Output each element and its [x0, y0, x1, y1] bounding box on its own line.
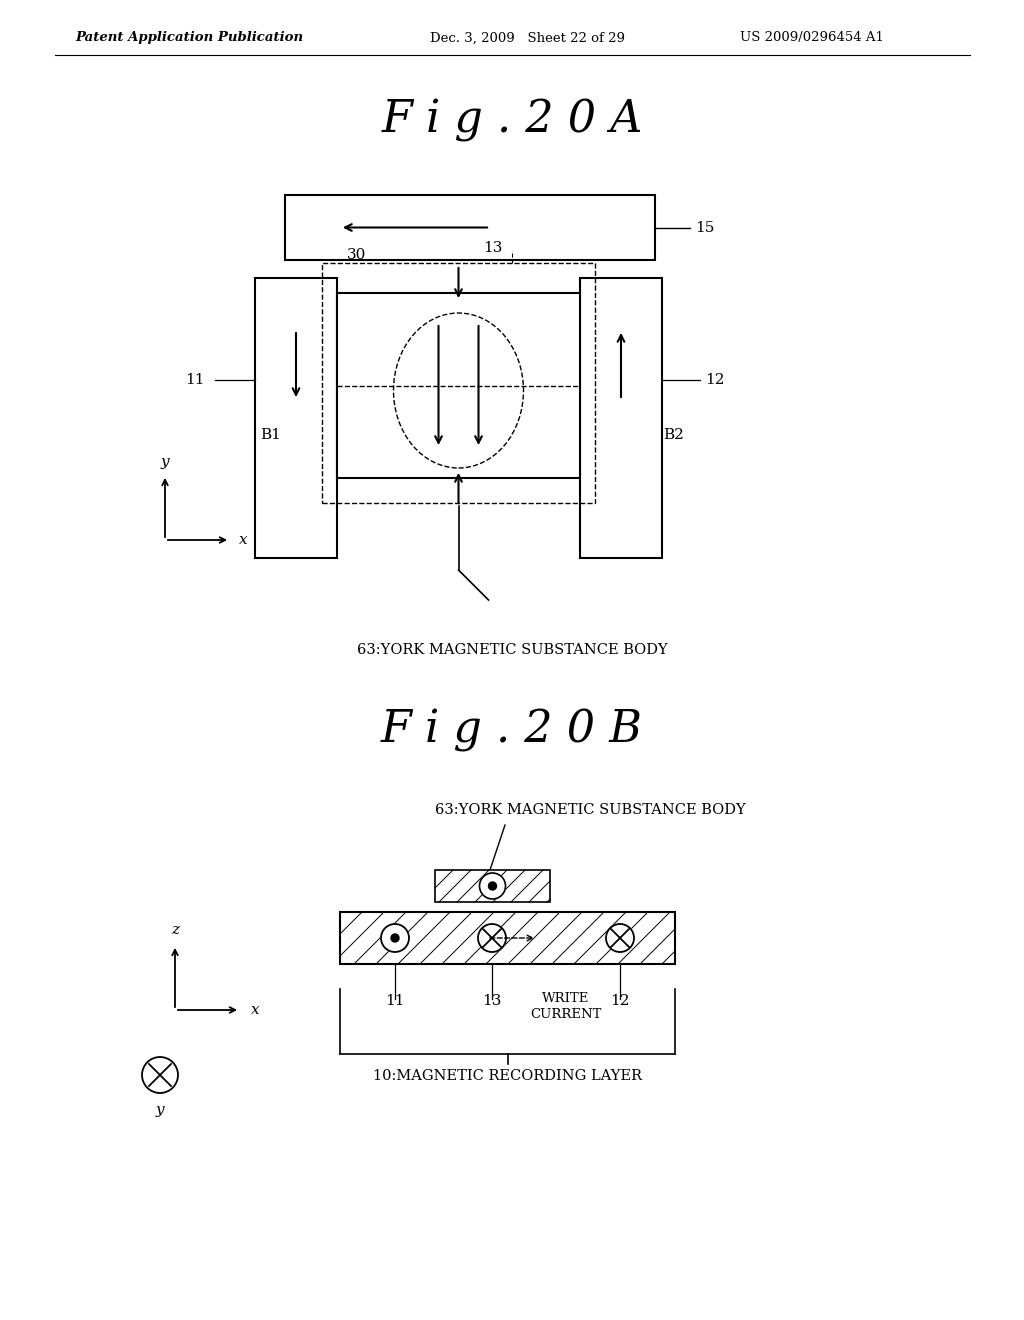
Text: y: y — [156, 1104, 164, 1117]
Text: z: z — [171, 923, 179, 937]
Text: F i g . 2 0 A: F i g . 2 0 A — [381, 99, 643, 141]
Text: 11: 11 — [385, 994, 404, 1008]
Text: WRITE
CURRENT: WRITE CURRENT — [530, 993, 602, 1020]
Bar — [340, 912, 675, 964]
Text: y: y — [161, 455, 169, 469]
Bar — [285, 195, 655, 260]
Circle shape — [381, 924, 409, 952]
Bar — [435, 870, 550, 902]
Circle shape — [478, 924, 506, 952]
Text: x: x — [251, 1003, 259, 1016]
Text: 63:YORK MAGNETIC SUBSTANCE BODY: 63:YORK MAGNETIC SUBSTANCE BODY — [434, 803, 745, 817]
Text: 63:YORK MAGNETIC SUBSTANCE BODY: 63:YORK MAGNETIC SUBSTANCE BODY — [356, 643, 668, 657]
Text: 13: 13 — [482, 242, 502, 255]
Text: 11: 11 — [185, 374, 205, 387]
Circle shape — [391, 935, 399, 942]
Circle shape — [488, 882, 497, 890]
Text: 12: 12 — [705, 374, 725, 387]
Text: Dec. 3, 2009   Sheet 22 of 29: Dec. 3, 2009 Sheet 22 of 29 — [430, 32, 625, 45]
Text: Patent Application Publication: Patent Application Publication — [75, 32, 303, 45]
Text: B2: B2 — [663, 428, 684, 442]
Circle shape — [606, 924, 634, 952]
Text: x: x — [239, 533, 248, 546]
Text: B1: B1 — [260, 428, 281, 442]
Text: US 2009/0296454 A1: US 2009/0296454 A1 — [740, 32, 884, 45]
Circle shape — [142, 1057, 178, 1093]
Text: 15: 15 — [695, 220, 715, 235]
Circle shape — [479, 873, 506, 899]
Bar — [337, 293, 580, 478]
Bar — [580, 279, 662, 558]
Text: F i g . 2 0 B: F i g . 2 0 B — [381, 709, 643, 751]
Bar — [322, 263, 595, 503]
Text: 30: 30 — [347, 248, 367, 261]
Bar — [435, 870, 550, 902]
Text: 13: 13 — [482, 994, 502, 1008]
Bar — [255, 279, 337, 558]
Text: 10:MAGNETIC RECORDING LAYER: 10:MAGNETIC RECORDING LAYER — [373, 1069, 642, 1082]
Text: 12: 12 — [610, 994, 630, 1008]
